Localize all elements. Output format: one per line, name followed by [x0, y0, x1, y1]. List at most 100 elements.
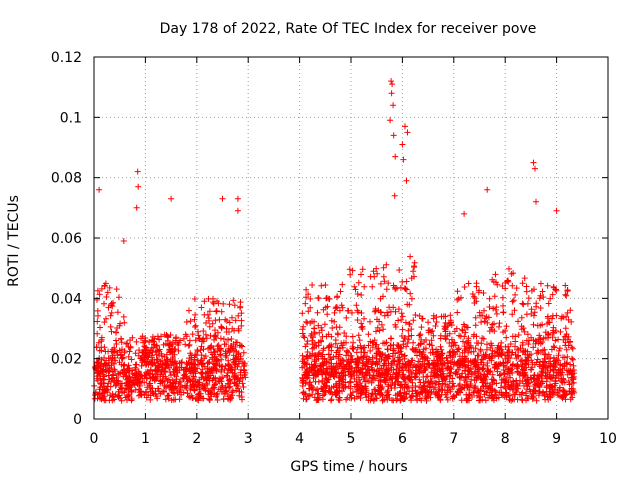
data-point [509, 396, 516, 403]
data-point [139, 357, 146, 364]
data-point [505, 392, 512, 399]
data-point [392, 392, 399, 399]
data-point [509, 349, 516, 356]
data-point [369, 358, 376, 365]
data-point [218, 308, 225, 315]
data-point [127, 344, 134, 351]
data-point [129, 367, 135, 374]
data-point [492, 388, 499, 395]
data-point [504, 353, 511, 360]
data-point [179, 374, 186, 381]
data-point [202, 331, 209, 338]
data-point [412, 312, 419, 318]
data-point [141, 379, 148, 386]
data-point [510, 379, 517, 385]
data-point [390, 282, 397, 289]
data-point [462, 375, 469, 381]
data-point [518, 396, 525, 403]
data-point [231, 380, 238, 387]
data-point [226, 319, 233, 326]
data-point [338, 370, 345, 377]
data-point [509, 369, 516, 376]
data-point [538, 375, 545, 382]
data-point [397, 348, 404, 355]
data-point [200, 328, 207, 334]
data-point [311, 329, 318, 336]
data-point [365, 367, 372, 374]
data-point [340, 384, 347, 391]
data-point [357, 342, 364, 349]
data-point [339, 281, 346, 288]
data-point [403, 343, 410, 350]
data-point [423, 365, 430, 371]
data-point [539, 288, 546, 295]
data-point [336, 307, 343, 314]
data-point [128, 396, 135, 402]
data-point [511, 391, 517, 398]
data-point [518, 323, 525, 330]
data-point [213, 366, 220, 373]
data-point [524, 331, 531, 338]
data-point [125, 353, 132, 360]
data-point [476, 287, 483, 294]
data-point [351, 283, 358, 290]
data-point [194, 348, 201, 355]
data-point [356, 337, 363, 344]
data-point [323, 382, 330, 389]
data-point [305, 308, 312, 315]
data-point [124, 375, 131, 382]
data-point [116, 359, 123, 366]
data-point [560, 314, 567, 321]
data-point [557, 393, 563, 400]
data-point [531, 309, 538, 316]
data-point [165, 392, 171, 399]
data-point [136, 386, 142, 393]
data-point [562, 333, 569, 340]
data-point [97, 390, 103, 397]
data-point [488, 350, 495, 357]
data-point [486, 389, 493, 396]
data-point [338, 378, 345, 385]
data-point [537, 349, 544, 355]
data-point [491, 320, 497, 327]
data-point [211, 382, 218, 389]
data-point [209, 320, 216, 327]
data-point [562, 396, 569, 403]
data-point [446, 378, 453, 385]
data-point [450, 342, 457, 349]
data-point [192, 396, 199, 402]
data-point [379, 384, 386, 390]
data-point [484, 341, 490, 348]
data-point [450, 392, 457, 399]
data-point [192, 337, 199, 344]
y-tick-label: 0.1 [60, 110, 82, 126]
data-point [444, 396, 451, 403]
data-point [385, 280, 392, 287]
data-point [354, 384, 361, 391]
data-point [493, 310, 500, 317]
data-point [145, 354, 152, 360]
data-point [567, 307, 574, 314]
data-point [447, 317, 454, 324]
data-point [198, 369, 204, 376]
data-point [379, 351, 386, 358]
data-point [206, 317, 212, 324]
data-point [306, 385, 313, 392]
data-point [374, 361, 381, 368]
data-point [384, 309, 391, 316]
data-point [195, 332, 202, 339]
data-point [502, 279, 509, 286]
data-point [331, 309, 338, 316]
data-point [303, 286, 310, 293]
data-point [483, 346, 490, 353]
data-point [227, 394, 234, 401]
data-point [95, 391, 102, 398]
data-point [231, 327, 238, 334]
data-point [402, 361, 409, 368]
data-point [240, 349, 247, 356]
data-point [503, 323, 510, 330]
data-point [505, 358, 511, 365]
data-point [347, 379, 354, 386]
data-point [524, 300, 531, 307]
x-tick-label: 6 [398, 431, 407, 447]
